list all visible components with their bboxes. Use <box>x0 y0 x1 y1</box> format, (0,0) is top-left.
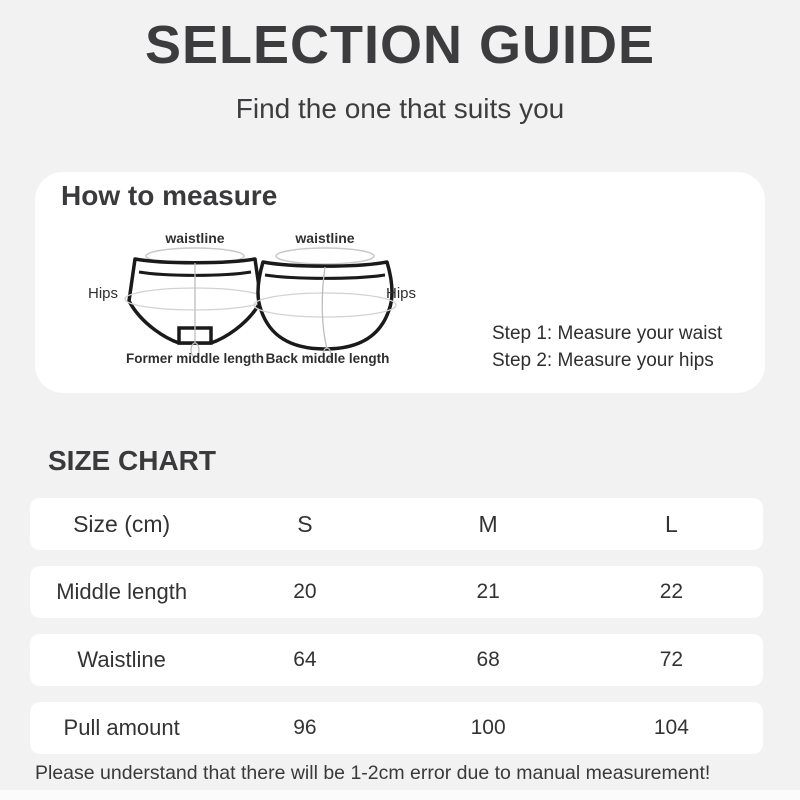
size-table-header-l: L <box>664 510 678 537</box>
how-to-measure-heading: How to measure <box>61 180 278 211</box>
row-value-m: 21 <box>476 580 500 603</box>
front-diagram-caption: Former middle length <box>125 351 264 366</box>
row-label: Middle length <box>56 579 188 604</box>
row-value-s: 96 <box>293 716 317 739</box>
bottom-strip <box>0 790 800 800</box>
back-underwear-diagram-icon <box>253 247 397 363</box>
how-to-measure-card: How to measure waistline Hips Former mid… <box>35 172 765 393</box>
row-label: Pull amount <box>63 715 180 740</box>
table-row-waistline: Waistline 64 68 72 <box>30 634 763 686</box>
row-value-s: 64 <box>293 648 317 671</box>
size-chart-heading: SIZE CHART <box>48 445 216 476</box>
size-table-header-label: Size (cm) <box>73 510 171 537</box>
size-table-header-row: Size (cm) S M L <box>30 498 763 550</box>
row-value-m: 68 <box>476 648 500 671</box>
row-value-l: 72 <box>659 648 684 671</box>
back-hips-label: Hips <box>386 285 417 302</box>
measure-step-1: Step 1: Measure your waist <box>492 323 723 344</box>
front-underwear-diagram-icon <box>124 247 266 358</box>
row-value-l: 22 <box>659 580 684 603</box>
row-label: Waistline <box>77 647 166 672</box>
measurement-diagrams: waistline Hips Former middle length wais… <box>88 227 470 387</box>
row-value-m: 100 <box>470 716 506 739</box>
row-value-s: 20 <box>293 580 317 603</box>
size-table-header-s: S <box>297 510 313 537</box>
page-subtitle: Find the one that suits you <box>235 93 565 124</box>
measurement-disclaimer: Please understand that there will be 1-2… <box>35 762 711 784</box>
size-table-header-m: M <box>478 510 498 537</box>
table-row-middle-length: Middle length 20 21 22 <box>30 566 763 618</box>
front-hips-label: Hips <box>88 285 119 302</box>
back-waistline-label: waistline <box>295 230 355 246</box>
front-waistline-label: waistline <box>165 230 225 246</box>
size-table: Size (cm) S M L Middle length 20 21 22 W… <box>30 498 763 770</box>
back-diagram-caption: Back middle length <box>265 351 390 366</box>
page-title: SELECTION GUIDE <box>144 15 656 75</box>
measure-step-2: Step 2: Measure your hips <box>492 350 714 371</box>
table-row-pull-amount: Pull amount 96 100 104 <box>30 702 763 754</box>
row-value-l: 104 <box>653 716 689 739</box>
measure-steps: Step 1: Measure your waist Step 2: Measu… <box>492 320 722 374</box>
